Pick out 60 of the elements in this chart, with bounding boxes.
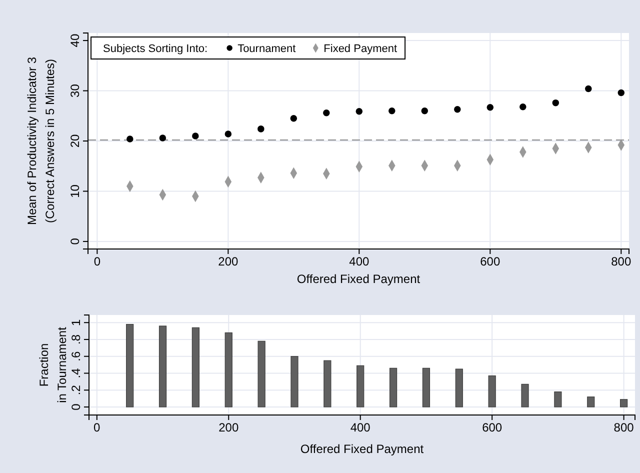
point	[192, 132, 199, 140]
point	[323, 109, 330, 116]
legend-title: Subjects Sorting Into:	[103, 43, 208, 55]
x-tick-label: 0	[94, 254, 101, 269]
x-tick-label: 800	[611, 254, 632, 269]
legend-label: Tournament	[238, 43, 296, 55]
bar	[554, 391, 562, 408]
x-tick-label: 600	[482, 420, 502, 435]
y-axis-title: Mean of Productivity Indicator 3 (Correct Answers in 5 Minutes)	[25, 56, 57, 226]
y-tick-label: 30	[68, 84, 82, 98]
bar	[324, 360, 332, 408]
y-tick-label: 20	[68, 134, 82, 148]
y-axis-title: Fraction in Tournament	[37, 326, 69, 403]
y-tick-label: 0	[68, 238, 82, 245]
bar	[192, 327, 200, 408]
point	[585, 85, 592, 92]
y-tick-label: 40	[68, 34, 82, 48]
legend-label: Fixed Payment	[324, 43, 398, 55]
point	[618, 89, 625, 96]
point	[290, 115, 298, 122]
y-tick-label: 0	[69, 403, 83, 410]
bar	[422, 368, 430, 408]
bar	[587, 396, 595, 408]
bar	[258, 340, 266, 408]
x-tick-label: 800	[614, 420, 634, 435]
point	[454, 106, 461, 113]
bar	[290, 356, 298, 408]
x-tick-label: 600	[480, 254, 500, 269]
point	[520, 103, 526, 110]
y-tick-label: 1	[69, 318, 83, 326]
x-axis-title: Offered Fixed Payment	[296, 272, 421, 286]
x-tick-label: 400	[349, 254, 370, 269]
y-tick-label: .4	[69, 368, 83, 378]
point	[224, 130, 232, 138]
x-tick-label: 0	[94, 420, 101, 435]
y-tick-label: .2	[69, 384, 83, 396]
y-tick-label: .8	[69, 334, 83, 344]
bar	[521, 384, 529, 408]
point	[388, 107, 396, 114]
x-tick-label: 400	[350, 420, 371, 435]
bar	[620, 399, 628, 408]
bar	[389, 368, 398, 408]
point	[356, 108, 363, 115]
x-tick-label: 200	[218, 420, 239, 435]
y-tick-label: 10	[68, 184, 82, 198]
point	[126, 136, 134, 142]
bar	[126, 324, 134, 408]
bar	[356, 365, 364, 408]
bar	[224, 332, 232, 408]
point	[552, 99, 560, 106]
point	[421, 107, 428, 114]
y-tick-label: .6	[69, 351, 83, 362]
point	[486, 104, 494, 111]
point	[258, 126, 264, 132]
x-tick-label: 200	[218, 254, 238, 269]
bar	[488, 375, 496, 408]
bar	[455, 368, 463, 408]
point	[159, 134, 166, 142]
x-axis-title: Offered Fixed Payment	[300, 442, 424, 456]
bar	[158, 326, 167, 408]
